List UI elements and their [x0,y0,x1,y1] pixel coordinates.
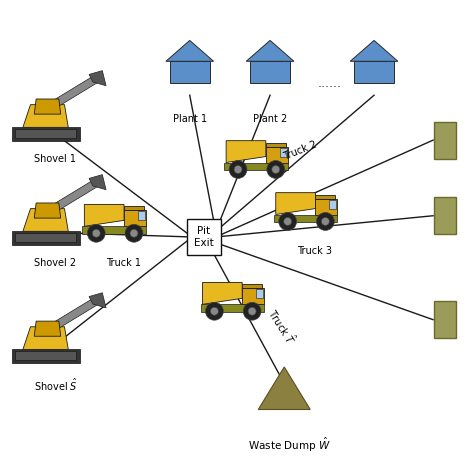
Circle shape [317,212,334,230]
Text: Plant 1: Plant 1 [173,114,207,124]
Circle shape [321,218,329,226]
Polygon shape [34,203,61,218]
Polygon shape [226,141,266,163]
Polygon shape [23,327,68,349]
Circle shape [87,224,105,242]
Polygon shape [258,367,310,410]
Polygon shape [202,283,242,304]
Bar [11,349,80,363]
Polygon shape [276,192,316,215]
Bar [82,226,146,234]
Polygon shape [124,210,146,226]
Polygon shape [89,71,106,86]
Circle shape [243,302,261,320]
Polygon shape [34,99,61,114]
Circle shape [130,229,138,237]
Circle shape [284,218,292,226]
Text: Shovel 2: Shovel 2 [34,258,76,268]
Polygon shape [280,147,287,156]
Bar [11,231,80,245]
Circle shape [210,307,219,315]
Circle shape [92,229,100,237]
Polygon shape [246,40,294,61]
Polygon shape [166,40,214,61]
Polygon shape [350,40,398,61]
Circle shape [205,302,223,320]
Bar [434,301,456,338]
Polygon shape [49,299,99,330]
Bar [15,351,76,360]
Bar [201,304,264,312]
Polygon shape [84,204,124,226]
Polygon shape [89,174,106,190]
Polygon shape [34,321,61,336]
Polygon shape [23,105,68,128]
Text: Shovel 1: Shovel 1 [34,155,76,164]
Polygon shape [170,61,210,83]
Polygon shape [316,199,337,215]
Polygon shape [329,200,336,209]
Polygon shape [266,143,286,146]
Bar [434,197,456,234]
Polygon shape [49,76,99,109]
Circle shape [272,165,280,173]
Text: Truck $\hat{T}$: Truck $\hat{T}$ [265,306,300,347]
Polygon shape [266,146,288,163]
Bar [434,122,456,158]
Polygon shape [316,195,335,199]
Text: Pit
Exit: Pit Exit [194,226,214,248]
Bar [15,129,76,138]
Polygon shape [250,61,290,83]
Polygon shape [124,207,144,210]
Text: Truck 2: Truck 2 [282,139,318,161]
Text: ......: ...... [317,77,341,90]
Polygon shape [89,293,106,308]
Circle shape [248,307,256,315]
Bar [224,163,288,171]
Circle shape [234,165,242,173]
Text: Truck 1: Truck 1 [106,258,141,268]
Polygon shape [242,288,264,304]
Text: Waste Dump $\hat{W}$: Waste Dump $\hat{W}$ [247,436,330,454]
Text: Plant 2: Plant 2 [253,114,287,124]
Polygon shape [256,290,263,298]
Circle shape [125,224,143,242]
Bar [11,128,80,141]
Polygon shape [138,211,145,220]
FancyBboxPatch shape [187,219,221,255]
Polygon shape [49,180,99,212]
Polygon shape [242,284,262,288]
Text: Truck 3: Truck 3 [298,246,332,256]
Circle shape [229,161,247,178]
Bar [274,215,337,222]
Text: Shovel $\hat{S}$: Shovel $\hat{S}$ [34,376,78,392]
Circle shape [267,161,285,178]
Bar [15,233,76,242]
Polygon shape [354,61,394,83]
Polygon shape [23,209,68,231]
Circle shape [279,212,297,230]
